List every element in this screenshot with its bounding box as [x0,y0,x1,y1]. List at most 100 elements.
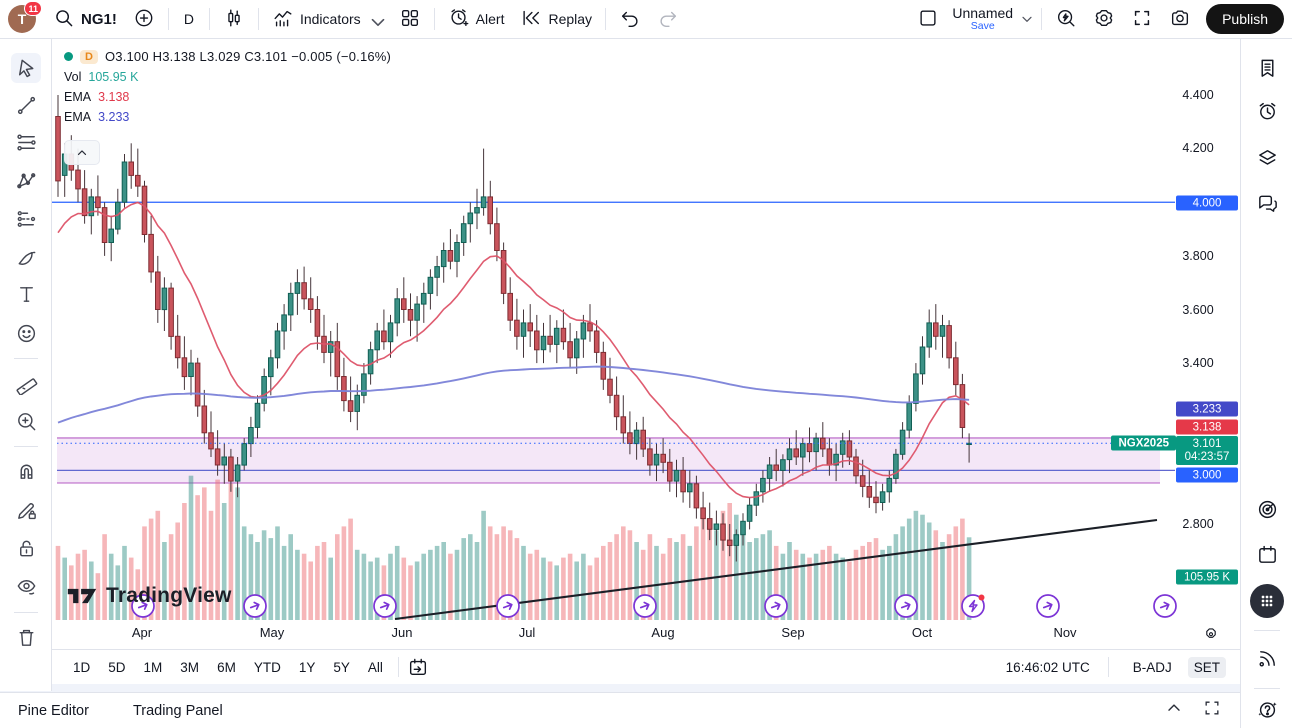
xabcd-pattern-icon [15,169,38,192]
chart-style-button[interactable] [216,5,252,33]
axis-settings-icon[interactable] [1202,624,1220,642]
user-menu-button[interactable]: T 11 [8,1,42,33]
indicators-button[interactable]: Indicators [265,5,390,33]
brush-tool-button[interactable] [11,242,41,272]
range-1m-button[interactable]: 1M [143,659,163,675]
toolbar-divider [14,446,38,447]
ema-value: 3.233 [98,110,130,124]
watchlist-button[interactable] [1253,54,1281,82]
last-price-label: 3.101 04:23:57 [1176,436,1238,465]
symbol-legend-row[interactable]: D O3.100 H3.138 L3.029 C3.101 −0.005 (−0… [64,49,391,64]
contract-rollover-markers[interactable] [131,594,1177,618]
time-tick-jul: Jul [518,625,536,640]
measure-tool-button[interactable] [11,368,41,398]
alert-button[interactable]: Alert [441,5,512,33]
settings-button[interactable] [1086,5,1122,33]
cursor-tool-button[interactable] [11,53,41,83]
publish-button[interactable]: Publish [1206,4,1284,34]
screenshot-button[interactable] [1162,5,1198,33]
legend-collapse-button[interactable] [64,140,100,165]
time-tick-jun: Jun [391,625,413,640]
trading-panel-tab[interactable]: Trading Panel [132,702,223,719]
toolbar-divider [1041,8,1043,30]
supply-zone-drawing[interactable] [57,437,1160,484]
ema-line-1[interactable] [57,201,970,499]
xabcd-pattern-tool-button[interactable] [11,165,41,195]
layout-select-button[interactable] [910,5,946,33]
fullscreen-button[interactable] [1124,5,1160,33]
lock-all-tool-button[interactable] [11,533,41,563]
volume-legend-row[interactable]: Vol 105.95 K [64,70,391,84]
fib-retracement-tool-button[interactable] [11,127,41,157]
range-1y-button[interactable]: 1Y [298,659,316,675]
chevron-down-icon[interactable] [1019,11,1035,27]
candles-layer [55,95,972,562]
pine-editor-tab[interactable]: Pine Editor [18,702,89,719]
range-all-button[interactable]: All [367,659,383,675]
layout-name-save[interactable]: Unnamed Save [948,6,1017,32]
drawing-edit-lock-tool-button[interactable] [11,495,41,525]
forecast-icon [15,208,38,231]
hide-all-tool-button[interactable] [11,571,41,601]
layout-square-icon [917,7,939,32]
calendar-button[interactable] [1253,540,1281,568]
range-ytd-button[interactable]: YTD [253,659,281,675]
adjustment-toggle[interactable]: B-ADJ [1132,659,1172,675]
range-5y-button[interactable]: 5Y [333,659,350,675]
quick-search-button[interactable] [1048,5,1084,33]
apps-grid-button[interactable] [1250,584,1284,618]
range-5d-button[interactable]: 5D [108,659,126,675]
time-tick-oct: Oct [911,625,933,640]
help-button[interactable] [1253,695,1281,723]
compare-add-button[interactable] [126,5,162,33]
alarm-button[interactable] [1253,97,1281,125]
data-feed-button[interactable] [1253,644,1281,672]
symbol-search-button[interactable]: NG1! [46,5,124,33]
chat-button[interactable] [1253,189,1281,217]
remove-drawings-tool-button[interactable] [11,622,41,652]
go-to-date-icon[interactable] [407,656,429,678]
ema-legend-row-2[interactable]: EMA 3.233 [64,110,391,124]
emoji-icon [15,322,38,345]
text-tool-button[interactable] [11,279,41,309]
save-label[interactable]: Save [970,19,995,32]
screener-button[interactable] [1253,495,1281,523]
ema-line-2[interactable] [57,365,970,424]
chart-pane[interactable]: D O3.100 H3.138 L3.029 C3.101 −0.005 (−0… [52,39,1240,649]
measure-icon [15,372,38,395]
price-chart[interactable] [52,39,1240,649]
range-3m-button[interactable]: 3M [180,659,200,675]
session-toggle[interactable]: SET [1187,656,1226,678]
camera-icon [1169,7,1191,32]
trend-line-tool-button[interactable] [11,90,41,120]
object-tree-button[interactable] [1253,143,1281,171]
undo-button[interactable] [612,5,648,33]
range-6m-button[interactable]: 6M [217,659,236,675]
magnet-tool-button[interactable] [11,455,41,485]
expand-panel-icon[interactable] [1164,698,1184,723]
chevron-down-icon [367,11,384,27]
replay-button[interactable]: Replay [513,5,599,33]
zoom-in-tool-button[interactable] [11,406,41,436]
grid-layout-icon [399,7,421,32]
volume-bars [55,475,972,620]
price-label-105.95K: 105.95 K [1176,569,1238,585]
time-tick-nov: Nov [1053,625,1077,640]
screener-icon [1256,498,1279,521]
price-axis[interactable]: 4.400 4.200 3.800 3.600 3.400 2.800 4.000 3.233… [1111,39,1240,649]
text-icon [15,283,38,306]
interval-button[interactable]: D [175,5,203,33]
redo-button[interactable] [650,5,686,33]
emoji-tool-button[interactable] [11,318,41,348]
forecast-tool-button[interactable] [11,204,41,234]
maximize-panel-icon[interactable] [1202,698,1222,723]
range-1d-button[interactable]: 1D [73,659,91,675]
trendline-drawing[interactable] [394,519,1158,620]
remove-drawings-icon [15,626,38,649]
undo-icon [619,7,641,32]
toolbar-divider [14,612,38,613]
clock-utc[interactable]: 16:46:02 UTC [1005,659,1090,675]
ema-legend-row-1[interactable]: EMA 3.138 [64,90,391,104]
indicator-templates-button[interactable] [392,5,428,33]
